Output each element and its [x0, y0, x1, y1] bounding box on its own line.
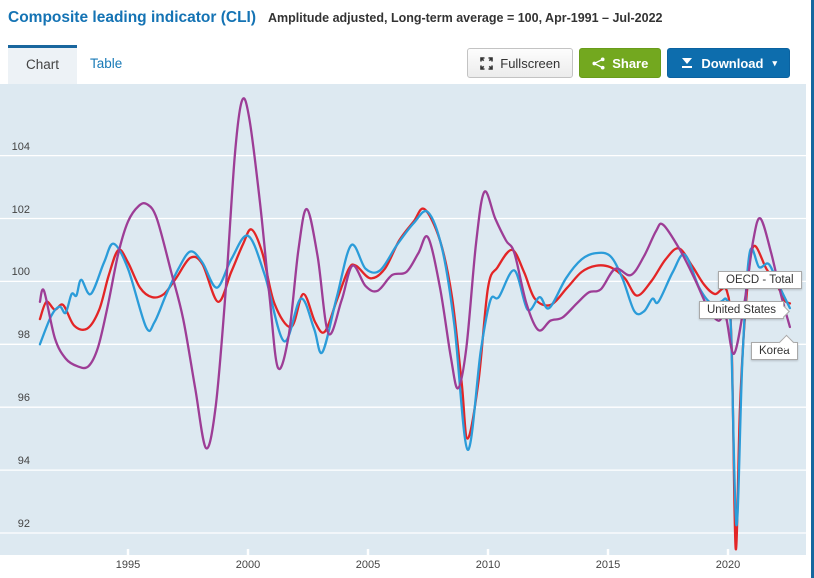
share-button[interactable]: Share — [579, 48, 662, 78]
y-tick-label-104: 104 — [11, 140, 30, 153]
widget-right-border — [811, 0, 814, 578]
page-title: Composite leading indicator (CLI) — [8, 9, 257, 26]
caret-down-icon: ▾ — [772, 57, 777, 68]
fullscreen-icon — [480, 56, 494, 70]
series-label-korea: Korea — [751, 334, 798, 360]
y-tick-label-98: 98 — [17, 329, 30, 342]
chart-header: Composite leading indicator (CLI) Amplit… — [8, 9, 784, 27]
download-icon — [680, 57, 694, 70]
fullscreen-button[interactable]: Fullscreen — [467, 48, 574, 78]
page-subtitle: Amplitude adjusted, Long-term average = … — [268, 11, 663, 25]
x-tick-label-2015: 2015 — [595, 559, 621, 571]
y-tick-label-96: 96 — [17, 392, 30, 405]
y-tick-label-94: 94 — [17, 455, 30, 468]
series-line-korea[interactable] — [38, 97, 792, 450]
x-tick-label-1995: 1995 — [115, 559, 141, 571]
y-tick-label-100: 100 — [11, 266, 30, 279]
toolbar: Fullscreen Share — [467, 48, 790, 78]
x-axis-ticks — [126, 549, 730, 559]
fullscreen-label: Fullscreen — [500, 55, 561, 71]
plot-background — [0, 84, 806, 555]
y-tick-label-92: 92 — [17, 518, 30, 530]
x-tick-label-2005: 2005 — [355, 559, 381, 571]
x-tick-label-2010: 2010 — [475, 559, 501, 571]
tab-chart[interactable]: Chart — [8, 45, 78, 84]
series-label-united-states: United States — [699, 301, 790, 319]
x-tick-label-2000: 2000 — [235, 559, 261, 571]
download-label: Download — [701, 55, 764, 71]
share-icon — [592, 56, 605, 70]
gridlines — [0, 154, 806, 534]
download-button[interactable]: Download ▾ — [667, 48, 790, 78]
x-tick-label-2020: 2020 — [715, 559, 741, 571]
tab-table[interactable]: Table — [90, 56, 123, 71]
y-tick-label-102: 102 — [11, 203, 30, 216]
series-label-oecd-total: OECD - Total — [718, 271, 802, 289]
series-label-korea-text: Korea — [759, 345, 790, 357]
share-label: Share — [612, 55, 649, 71]
series-label-united-states-text: United States — [707, 304, 777, 316]
